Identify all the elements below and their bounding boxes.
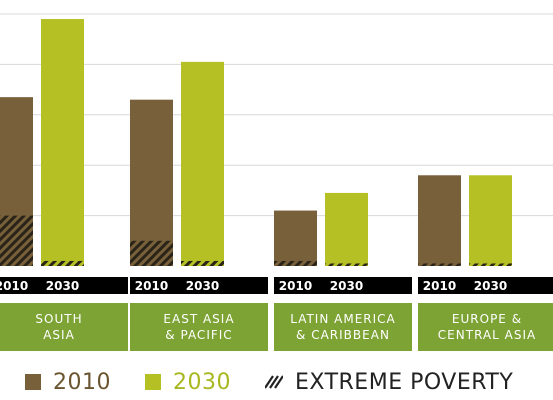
region-label-partial	[542, 303, 553, 351]
region-label: LATIN AMERICA & CARIBBEAN	[274, 303, 412, 351]
region-label: SOUTH ASIA	[0, 303, 128, 351]
region-label: EUROPE & CENTRAL ASIA	[418, 303, 553, 351]
year-label-bar-partial	[542, 277, 553, 294]
poverty-bar-2010	[0, 215, 33, 266]
legend-label-poverty: EXTREME POVERTY	[295, 369, 514, 395]
bar-2030	[469, 175, 512, 266]
poverty-bar-2030	[181, 260, 224, 266]
year-label-bar	[418, 277, 553, 294]
poverty-bar-2030	[41, 260, 84, 266]
year-label: 2030	[330, 279, 363, 293]
year-label-bar	[130, 277, 268, 294]
region-label-text: EUROPE & CENTRAL ASIA	[437, 312, 537, 342]
year-label: 2030	[186, 279, 219, 293]
poverty-bar-2030	[325, 263, 368, 266]
bar-2030	[181, 61, 224, 266]
year-label: 2010	[423, 279, 456, 293]
legend-label-2030: 2030	[173, 369, 231, 395]
legend-item-2030: 2030	[145, 370, 231, 395]
legend-swatch-2010	[25, 374, 41, 390]
region-label: EAST ASIA & PACIFIC	[130, 303, 268, 351]
legend: 2010 2030 EXTREME POVERTY	[0, 366, 547, 398]
poverty-bar-2010	[274, 260, 317, 266]
bar-2030	[325, 192, 368, 266]
bar-2010	[130, 99, 173, 267]
legend-swatch-2030	[145, 374, 161, 390]
poverty-bar-2030	[469, 263, 512, 266]
year-label-bar	[274, 277, 412, 294]
year-label: 2030	[474, 279, 507, 293]
bars	[0, 19, 512, 267]
poverty-bar-2010	[418, 263, 461, 266]
year-label: 2010	[0, 279, 28, 293]
region-label-text: SOUTH ASIA	[35, 312, 83, 342]
legend-label-2010: 2010	[53, 369, 111, 395]
year-label-bar	[0, 277, 128, 294]
year-label: 2010	[279, 279, 312, 293]
region-label-text: EAST ASIA & PACIFIC	[163, 312, 235, 342]
bar-2010	[418, 175, 461, 266]
bar-2010	[274, 210, 317, 266]
bar-chart: 2010 2030 2010 2030 2010 2030 2010 2030	[0, 13, 553, 294]
year-label: 2030	[46, 279, 79, 293]
region-label-text: LATIN AMERICA & CARIBBEAN	[290, 312, 396, 342]
legend-item-poverty: EXTREME POVERTY	[265, 370, 513, 395]
year-label: 2010	[135, 279, 168, 293]
bar-2030	[41, 19, 84, 267]
legend-item-2010: 2010	[25, 370, 111, 395]
poverty-bar-2010	[130, 240, 173, 266]
hatch-icon	[265, 375, 283, 389]
year-labels: 2010 2030 2010 2030 2010 2030 2010 2030	[0, 277, 553, 294]
